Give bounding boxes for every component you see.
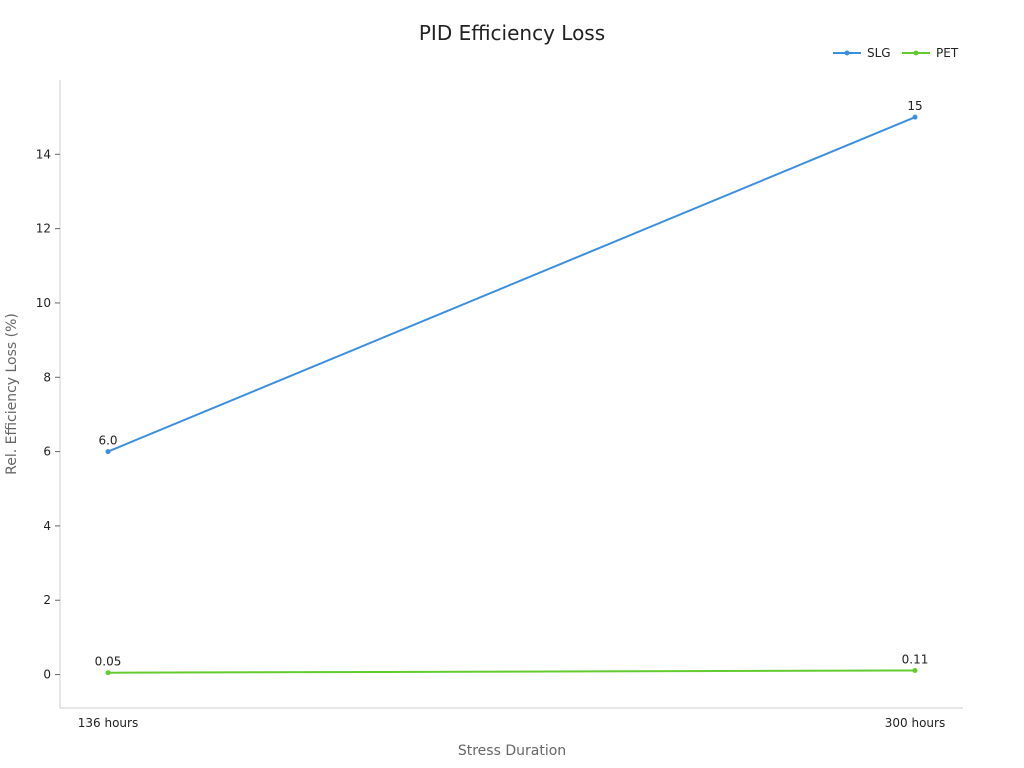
y-tick-label: 10 <box>36 296 51 310</box>
data-label-slg: 15 <box>907 99 922 113</box>
data-label-pet: 0.11 <box>902 652 929 666</box>
series-line-slg <box>107 116 916 453</box>
y-axis-ticks: 0 2 4 6 8 10 12 14 <box>36 147 60 682</box>
y-tick-label: 14 <box>36 147 51 161</box>
y-tick-label: 12 <box>36 222 51 236</box>
series-layer: 6.0 15 0.05 0.11 <box>95 99 929 676</box>
legend-label-slg: SLG <box>867 46 891 60</box>
y-tick-label: 6 <box>43 445 51 459</box>
x-axis-title: Stress Duration <box>458 743 566 759</box>
y-tick-label: 4 <box>43 519 51 533</box>
chart-title: PID Efficiency Loss <box>419 21 605 45</box>
data-point-slg <box>912 114 918 120</box>
y-tick-label: 2 <box>43 593 51 607</box>
x-tick-label: 300 hours <box>885 716 945 730</box>
legend-marker-slg <box>844 50 850 56</box>
legend: SLG PET <box>833 46 959 60</box>
y-axis-title: Rel. Efficiency Loss (%) <box>4 313 20 475</box>
data-point-pet <box>105 670 111 676</box>
y-tick-label: 0 <box>43 668 51 682</box>
data-label-pet: 0.05 <box>95 655 122 669</box>
series-line-pet <box>107 669 916 674</box>
x-axis-ticks: 136 hours 300 hours <box>78 716 945 730</box>
legend-marker-pet <box>913 50 919 56</box>
data-point-slg <box>105 449 111 455</box>
data-label-slg: 6.0 <box>98 434 117 448</box>
data-point-pet <box>912 667 918 673</box>
legend-label-pet: PET <box>936 46 959 60</box>
x-tick-label: 136 hours <box>78 716 138 730</box>
y-tick-label: 8 <box>43 370 51 384</box>
